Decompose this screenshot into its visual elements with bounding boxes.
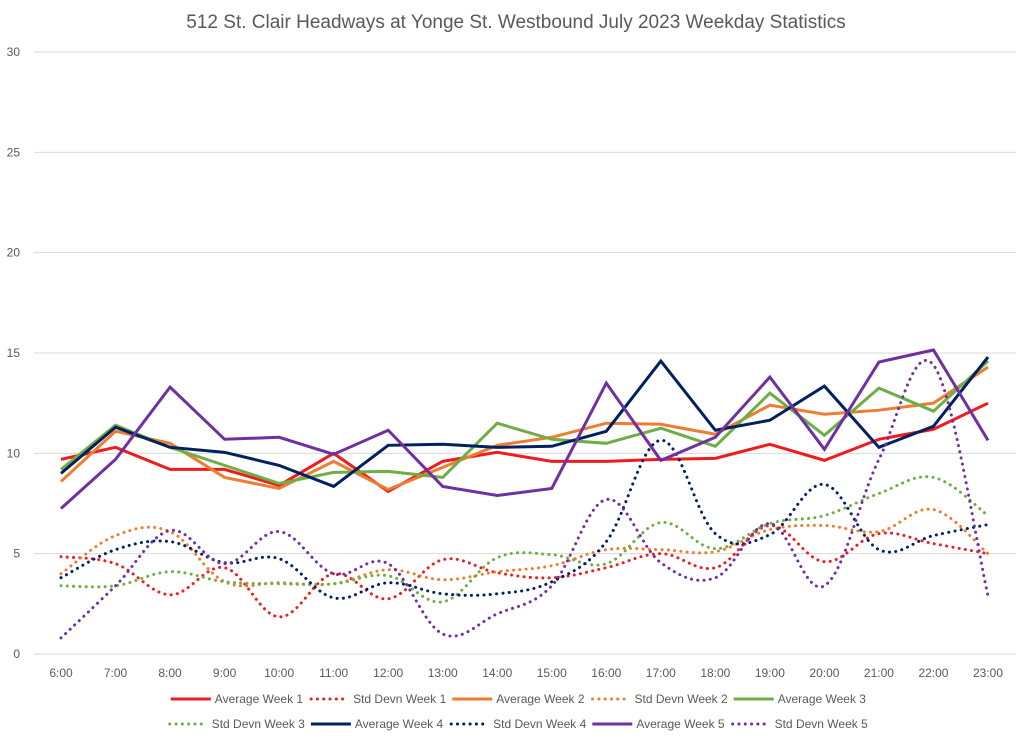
series-std-devn-week-4 bbox=[59, 438, 990, 600]
series-line-std-devn-week-3 bbox=[59, 475, 990, 604]
legend-item-average-week-1: Average Week 1 bbox=[170, 692, 304, 706]
series-line-average-week-3 bbox=[60, 359, 990, 485]
legend: Average Week 1 Std Devn Week 1 Average Wee… bbox=[168, 692, 868, 731]
legend-label: Average Week 2 bbox=[496, 692, 585, 706]
x-tick-label: 12:00 bbox=[373, 666, 403, 680]
legend-item-average-week-5: Average Week 5 bbox=[592, 717, 725, 731]
y-tick-label: 30 bbox=[7, 45, 21, 59]
y-tick-label: 10 bbox=[7, 446, 21, 460]
series-std-devn-week-5 bbox=[59, 359, 990, 640]
legend-label: Std Devn Week 3 bbox=[212, 717, 305, 731]
legend-item-std-devn-week-2: Std Devn Week 2 bbox=[591, 692, 728, 706]
legend-item-std-devn-week-5: Std Devn Week 5 bbox=[731, 717, 868, 731]
x-tick-label: 13:00 bbox=[428, 666, 458, 680]
y-tick-label: 15 bbox=[7, 346, 21, 360]
x-axis-ticks: 6:00 7:00 8:00 9:00 10:00 11:00 12:00 13:00 14:0… bbox=[49, 666, 1003, 680]
legend-item-std-devn-week-1: Std Devn Week 1 bbox=[309, 692, 447, 706]
series-std-devn-week-3 bbox=[59, 475, 990, 604]
x-tick-label: 15:00 bbox=[537, 666, 567, 680]
gridlines bbox=[34, 51, 1016, 655]
y-tick-label: 0 bbox=[13, 647, 20, 661]
x-tick-label: 14:00 bbox=[482, 666, 512, 680]
series-line-average-week-4 bbox=[60, 356, 990, 489]
series-line-average-week-1 bbox=[60, 401, 989, 494]
legend-label: Std Devn Week 1 bbox=[353, 692, 446, 706]
legend-label: Average Week 3 bbox=[778, 692, 867, 706]
series-average-week-4 bbox=[60, 356, 990, 489]
series-line-std-devn-week-4 bbox=[59, 438, 990, 600]
series-average-week-1 bbox=[60, 401, 989, 494]
series-line-average-week-2 bbox=[59, 365, 989, 492]
series-average-week-3 bbox=[60, 359, 990, 485]
y-axis-ticks: 0 5 10 15 20 25 30 bbox=[7, 45, 21, 661]
x-tick-label: 22:00 bbox=[918, 666, 948, 680]
series-average-week-2 bbox=[59, 365, 989, 492]
x-tick-label: 6:00 bbox=[49, 666, 73, 680]
x-tick-label: 9:00 bbox=[213, 666, 237, 680]
y-tick-label: 20 bbox=[7, 246, 21, 260]
legend-item-std-devn-week-4: Std Devn Week 4 bbox=[449, 717, 587, 731]
x-tick-label: 21:00 bbox=[864, 666, 894, 680]
legend-label: Average Week 4 bbox=[355, 717, 444, 731]
x-tick-label: 10:00 bbox=[264, 666, 294, 680]
series-lines bbox=[59, 348, 990, 640]
legend-item-std-devn-week-3: Std Devn Week 3 bbox=[168, 717, 305, 731]
series-line-std-devn-week-1 bbox=[59, 524, 990, 619]
legend-label: Average Week 5 bbox=[636, 717, 725, 731]
legend-label: Std Devn Week 2 bbox=[635, 692, 728, 706]
series-std-devn-week-1 bbox=[59, 524, 990, 619]
x-tick-label: 23:00 bbox=[973, 666, 1003, 680]
x-tick-label: 8:00 bbox=[158, 666, 182, 680]
y-tick-label: 25 bbox=[7, 145, 21, 159]
legend-item-average-week-4: Average Week 4 bbox=[310, 717, 444, 731]
x-tick-label: 16:00 bbox=[591, 666, 621, 680]
x-tick-label: 7:00 bbox=[104, 666, 128, 680]
legend-label: Std Devn Week 5 bbox=[775, 717, 868, 731]
series-std-devn-week-2 bbox=[59, 507, 990, 588]
series-average-week-5 bbox=[59, 348, 990, 510]
series-line-average-week-5 bbox=[59, 348, 990, 510]
x-tick-label: 20:00 bbox=[809, 666, 839, 680]
x-tick-label: 19:00 bbox=[755, 666, 785, 680]
series-line-std-devn-week-2 bbox=[59, 507, 990, 588]
legend-item-average-week-2: Average Week 2 bbox=[452, 692, 585, 706]
series-line-std-devn-week-5 bbox=[59, 359, 990, 640]
legend-item-average-week-3: Average Week 3 bbox=[733, 692, 867, 706]
chart-title: 512 St. Clair Headways at Yonge St. West… bbox=[186, 12, 845, 33]
legend-label: Std Devn Week 4 bbox=[493, 717, 586, 731]
x-tick-label: 18:00 bbox=[700, 666, 730, 680]
x-tick-label: 17:00 bbox=[646, 666, 676, 680]
legend-label: Average Week 1 bbox=[215, 692, 304, 706]
y-tick-label: 5 bbox=[13, 547, 20, 561]
x-tick-label: 11:00 bbox=[319, 666, 348, 680]
